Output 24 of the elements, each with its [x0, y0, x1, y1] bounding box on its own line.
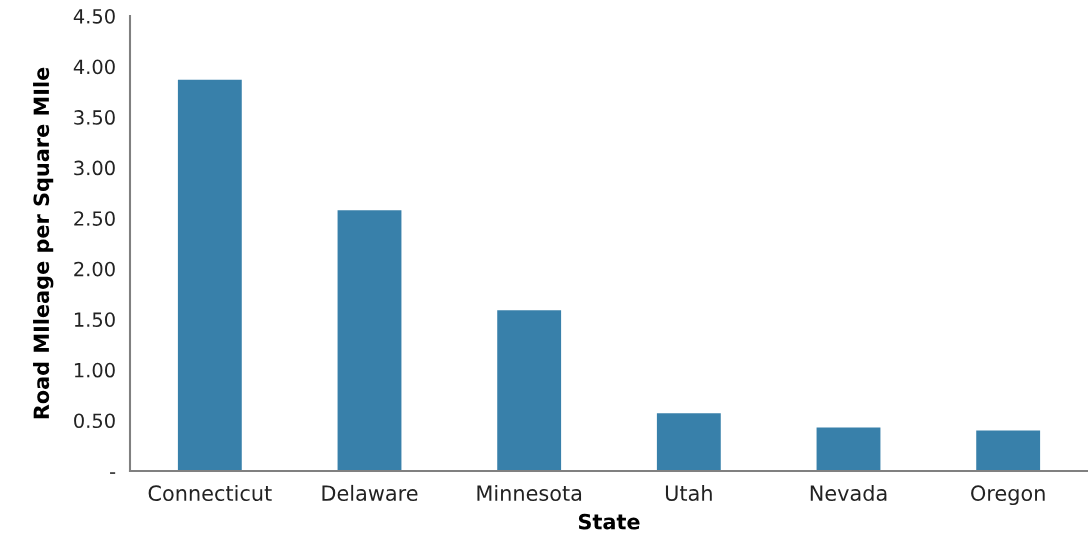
x-axis-title: State — [578, 513, 640, 530]
y-tick-label: 3.50 — [74, 110, 115, 125]
y-tick-label: 3.00 — [74, 160, 115, 176]
y-tick-label: 4.50 — [73, 8, 115, 24]
y-tick-label: - — [110, 472, 116, 474]
y-tick-label: 1.50 — [74, 312, 115, 327]
bar — [656, 413, 721, 471]
bar — [816, 427, 881, 471]
bar — [497, 310, 562, 471]
y-tick-label: 0.50 — [74, 413, 115, 429]
x-tick-label: Nevada — [810, 484, 887, 502]
y-tick-label: 1.00 — [74, 362, 115, 378]
bar — [976, 430, 1041, 471]
y-tick-label: 2.50 — [74, 211, 115, 226]
bar — [177, 79, 242, 471]
x-tick-label: Utah — [665, 484, 712, 502]
x-tick-label: Oregon — [971, 485, 1045, 506]
y-tick-label: 2.00 — [74, 261, 115, 277]
x-tick-label: Minnesota — [477, 484, 582, 502]
x-tick-label: Connecticut — [148, 484, 272, 502]
bar — [337, 210, 402, 471]
x-tick-label: Delaware — [322, 484, 418, 502]
y-axis-title: Road MIleage per Square MIle — [33, 67, 54, 419]
y-tick-label: 4.00 — [73, 59, 115, 75]
